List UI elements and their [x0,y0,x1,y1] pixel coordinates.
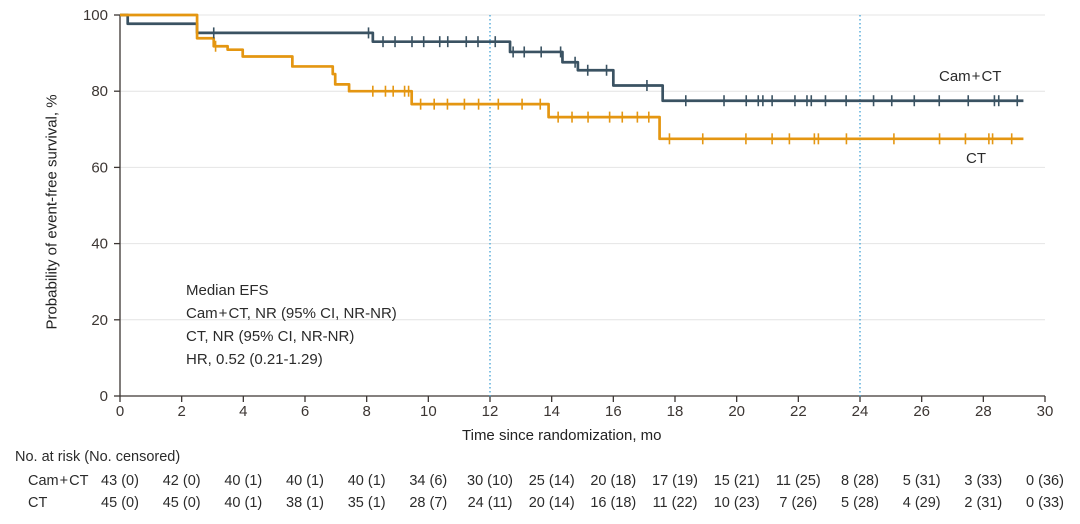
svg-text:80: 80 [91,83,108,100]
svg-text:26: 26 [913,403,930,420]
svg-text:12: 12 [482,403,499,420]
svg-text:30: 30 [1037,403,1054,420]
svg-text:8: 8 [362,403,370,420]
svg-text:100: 100 [83,7,108,24]
svg-text:0: 0 [100,388,108,405]
svg-text:40: 40 [91,236,108,253]
svg-text:2: 2 [177,403,185,420]
svg-text:18: 18 [667,403,684,420]
svg-text:14: 14 [543,403,560,420]
svg-text:22: 22 [790,403,807,420]
svg-text:4: 4 [239,403,247,420]
svg-text:20: 20 [91,312,108,329]
svg-text:16: 16 [605,403,622,420]
svg-text:6: 6 [301,403,309,420]
svg-text:20: 20 [728,403,745,420]
svg-text:28: 28 [975,403,992,420]
svg-text:24: 24 [852,403,869,420]
svg-text:0: 0 [116,403,124,420]
svg-text:60: 60 [91,159,108,176]
svg-text:10: 10 [420,403,437,420]
